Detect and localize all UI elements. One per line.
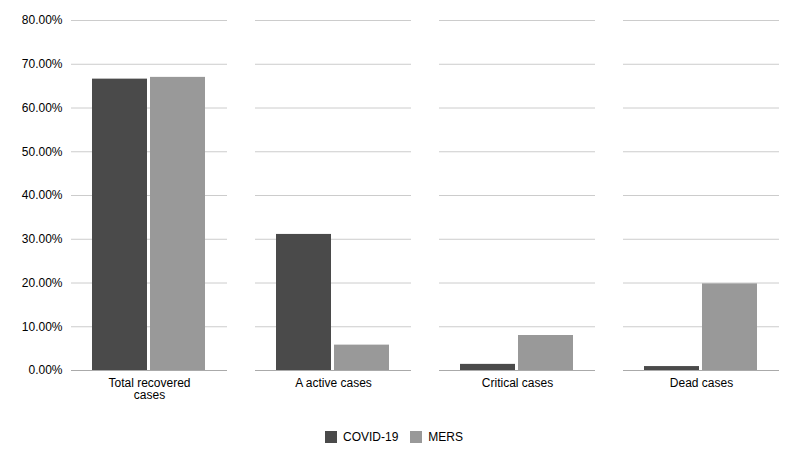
svg-text:70.00%: 70.00%	[22, 57, 63, 71]
html-text:MERS: MERS	[428, 429, 463, 444]
svg-text:30.00%: 30.00%	[22, 232, 63, 246]
svg-text:Total recoveredcases: Total recoveredcases	[108, 376, 190, 402]
svg-text:40.00%: 40.00%	[22, 188, 63, 202]
svg-text:60.00%: 60.00%	[22, 101, 63, 115]
svg-text:Dead cases: Dead cases	[670, 376, 733, 390]
html-text:COVID-19: COVID-19	[343, 429, 399, 444]
svg-text:20.00%: 20.00%	[22, 276, 63, 290]
svg-text:10.00%: 10.00%	[22, 320, 63, 334]
svg-text:Critical cases: Critical cases	[482, 376, 553, 390]
svg-text:80.00%: 80.00%	[22, 13, 63, 27]
svg-text:0.00%: 0.00%	[28, 363, 62, 377]
svg-text:50.00%: 50.00%	[22, 145, 63, 159]
svg-text:A active cases: A active cases	[295, 376, 372, 390]
